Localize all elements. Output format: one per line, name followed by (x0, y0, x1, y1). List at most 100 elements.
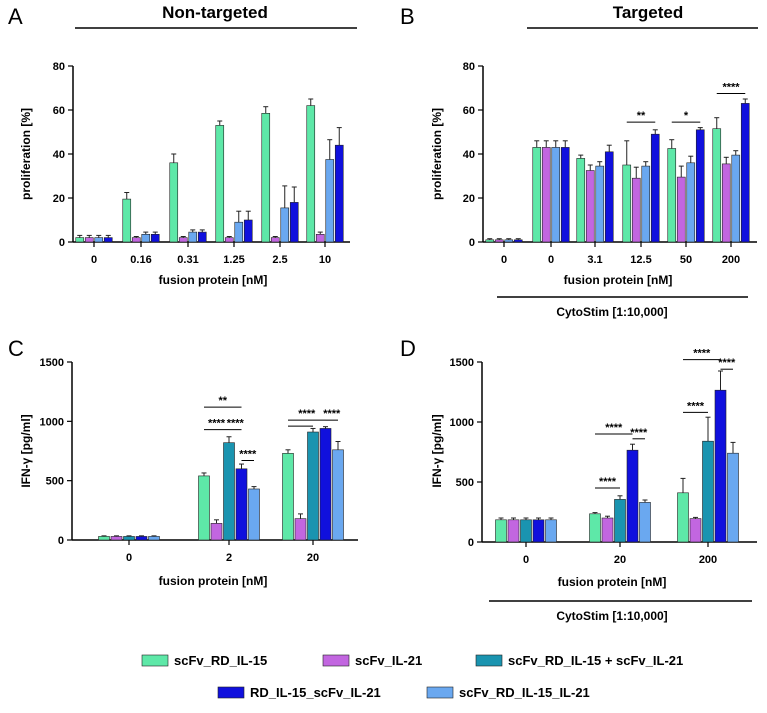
x-tick-label: 1.25 (223, 254, 244, 266)
bar (494, 239, 504, 243)
y-tick-label: 500 (46, 476, 64, 488)
x-axis-label: fusion protein [nM] (159, 273, 268, 287)
significance-label: **** (718, 357, 736, 369)
bar (595, 165, 605, 243)
bar (243, 219, 253, 243)
significance-label: **** (693, 348, 711, 360)
y-tick-label: 80 (53, 61, 65, 73)
bar (306, 105, 316, 243)
bar (178, 237, 188, 243)
x-tick-label: 20 (307, 552, 319, 564)
x-axis-label: fusion protein [nM] (564, 273, 673, 287)
bar (261, 113, 271, 243)
y-tick-label: 0 (469, 237, 475, 249)
legend-label: scFv_RD_IL-15 + scFv_IL-21 (508, 653, 683, 668)
bar (639, 502, 651, 543)
significance-label: **** (630, 427, 648, 439)
panel-letter-b: B (400, 4, 415, 29)
bar (169, 162, 179, 243)
significance-label: **** (227, 418, 245, 430)
bar (188, 231, 198, 243)
bar (504, 239, 514, 243)
legend-swatch (426, 686, 454, 699)
bar (224, 237, 234, 243)
bar (75, 237, 85, 243)
y-tick-label: 0 (468, 537, 474, 549)
y-axis-label: proliferation [%] (430, 108, 444, 200)
bar (148, 536, 160, 541)
bar (532, 147, 542, 243)
y-axis-label: proliferation [%] (19, 108, 33, 200)
bar (141, 234, 151, 243)
bar (727, 452, 739, 543)
x-tick-label: 50 (680, 254, 692, 266)
y-tick-label: 60 (53, 105, 65, 117)
legend-label: scFv_RD_IL-15_IL-21 (459, 685, 590, 700)
legend-label: scFv_RD_IL-15 (174, 653, 267, 668)
bar (520, 519, 532, 543)
significance-label: **** (239, 448, 257, 460)
legend-swatch (475, 654, 503, 667)
x-tick-label: 0 (523, 554, 529, 566)
significance-label: **** (687, 400, 705, 412)
panel-letter-c: C (8, 336, 24, 361)
bar (676, 176, 686, 243)
y-tick-label: 1500 (40, 357, 64, 369)
bar (622, 164, 632, 243)
bar (626, 449, 639, 543)
y-axis-label: IFN-γ [pg/ml] (19, 414, 33, 487)
y-tick-label: 20 (463, 193, 475, 205)
x-tick-label: 2.5 (272, 254, 287, 266)
panel-letter-d: D (400, 336, 416, 361)
bar (98, 536, 110, 541)
significance-label: **** (599, 476, 617, 488)
bar (541, 147, 551, 243)
significance-label: **** (722, 82, 740, 94)
x-tick-label: 0 (126, 552, 132, 564)
x-tick-label: 200 (699, 554, 717, 566)
bar (712, 128, 722, 243)
y-tick-label: 40 (53, 149, 65, 161)
bar (198, 475, 210, 541)
bar (123, 536, 135, 541)
chart-c: 0 500 1000 1500 0 2 20 IFN-γ [pg/ml] fusion prot… (19, 357, 358, 588)
bar (307, 431, 319, 541)
bar (631, 177, 641, 243)
x-tick-label: 0.16 (130, 254, 151, 266)
bar (695, 129, 705, 243)
bar (289, 202, 299, 243)
bar (604, 151, 614, 243)
significance-label: **** (208, 418, 226, 430)
bar (334, 144, 344, 243)
bar (731, 154, 741, 243)
bar (197, 231, 207, 243)
significance-label: ** (637, 110, 646, 122)
x-tick-label: 10 (319, 254, 331, 266)
bar (150, 234, 160, 243)
legend-swatch (322, 654, 350, 667)
bar (235, 468, 248, 541)
bar (485, 239, 495, 243)
chart-d: 0 500 1000 1500 0 20 200 IFN-γ [pg/ml] fusion pr… (430, 348, 757, 589)
bar (614, 499, 626, 543)
legend-label: RD_IL-15_scFv_IL-21 (250, 685, 381, 700)
y-tick-label: 1000 (450, 417, 474, 429)
bar (721, 163, 731, 243)
bar (641, 165, 651, 243)
x-tick-label: 20 (614, 554, 626, 566)
x-tick-label: 200 (722, 254, 740, 266)
x-tick-label: 2 (226, 552, 232, 564)
y-tick-label: 0 (58, 535, 64, 547)
bar (131, 237, 141, 243)
bar (215, 125, 225, 243)
bar (545, 519, 557, 543)
y-tick-label: 40 (463, 149, 475, 161)
x-axis-label: fusion protein [nM] (558, 575, 667, 589)
bar (294, 518, 307, 541)
x-tick-label: 3.1 (587, 254, 602, 266)
significance-label: **** (323, 408, 341, 420)
panel-b-cytostim-label: CytoStim [1:10,000] (556, 305, 667, 319)
y-tick-label: 0 (59, 237, 65, 249)
legend-label: scFv_IL-21 (355, 653, 422, 668)
